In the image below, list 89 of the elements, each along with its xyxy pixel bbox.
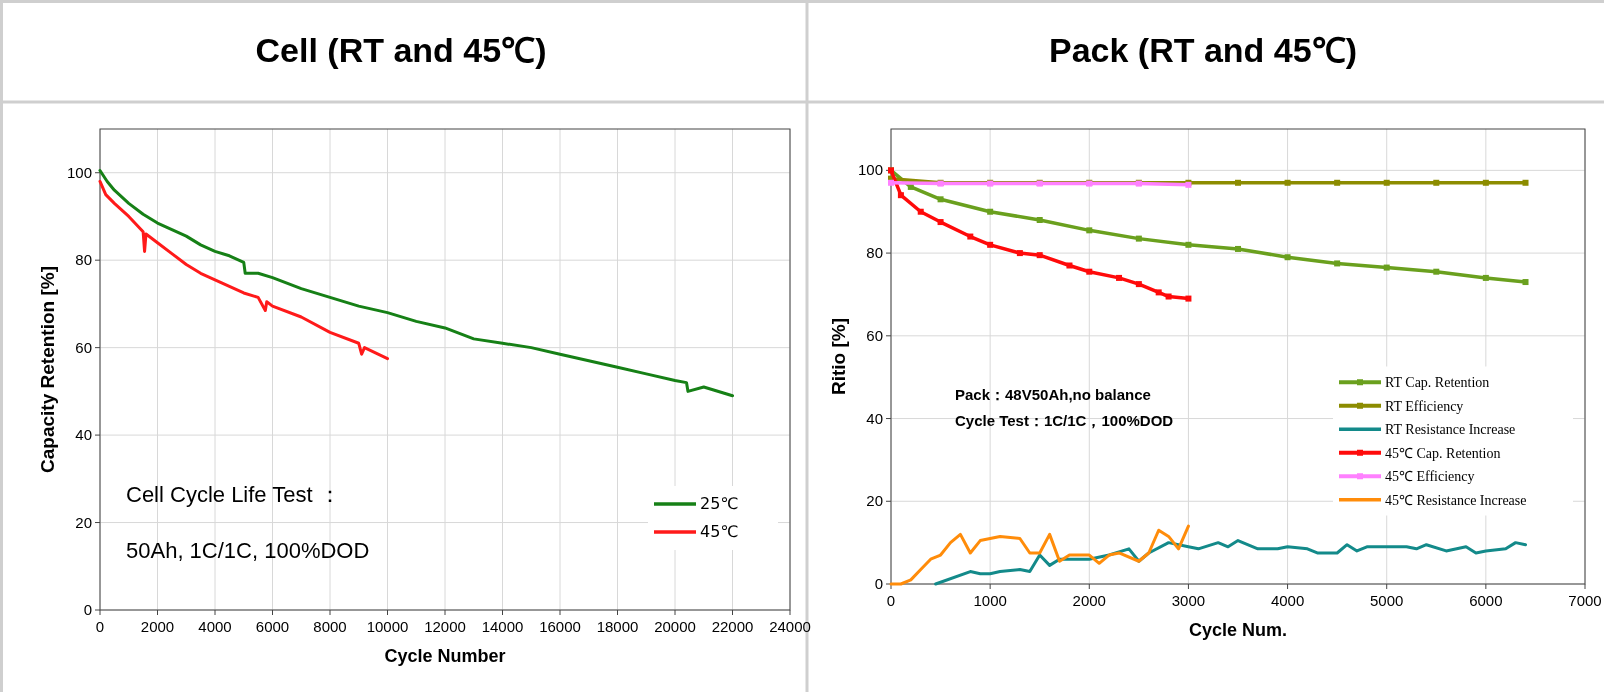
y-axis-title: Capacity Retention [%] [37,266,58,473]
x-tick-label: 6000 [1469,592,1503,609]
x-tick-label: 4000 [1270,592,1305,609]
line-series [934,539,1528,586]
line-series [98,179,389,361]
point [1116,274,1123,281]
point [1334,179,1341,186]
y-tick-label: 20 [75,513,92,531]
x-axis-title: Cycle Number [384,646,506,666]
x-tick-label: 2000 [140,618,175,635]
point [1036,217,1043,223]
point [1165,293,1172,300]
annotation: Pack：48V50Ah,no balance [955,386,1151,403]
point [1433,179,1440,186]
x-tick-label: 1000 [973,592,1007,609]
point [1185,295,1192,302]
point [1135,235,1142,242]
point [1135,281,1142,288]
x-tick-label: 0 [886,592,896,609]
point [1522,279,1529,286]
y-tick-label: 60 [75,338,92,356]
y-tick-label: 100 [857,161,883,179]
point [967,233,974,240]
x-tick-label: 0 [95,618,105,635]
y-tick-label: 40 [75,426,92,444]
point [1036,252,1043,259]
point [987,208,994,215]
point [1086,268,1093,275]
legend-label: 45℃ [700,522,739,541]
x-tick-label: 12000 [424,618,466,635]
point [1086,227,1093,234]
x-tick-label: 10000 [366,618,409,635]
point [888,179,894,186]
legend-label: 25℃ [700,494,739,513]
x-tick-label: 2000 [1072,592,1106,609]
x-tick-label: 8000 [313,618,347,635]
point [1284,179,1291,186]
point [1235,179,1241,186]
y-tick-label: 80 [866,244,883,262]
x-axis-title: Cycle Num. [1188,620,1288,640]
x-tick-label: 5000 [1370,592,1404,609]
point [1066,262,1073,269]
annotation: Cell Cycle Life Test ： [126,482,341,507]
point [1185,241,1192,248]
point [917,208,924,215]
point [1016,250,1023,257]
legend-label: RT Cap. Retention [1385,375,1490,391]
point [1155,289,1162,296]
x-tick-label: 6000 [255,618,290,635]
y-tick-label: 100 [66,163,92,181]
point [1383,179,1390,186]
point [1522,179,1529,186]
y-tick-label: 40 [866,409,883,427]
x-tick-label: 3000 [1171,592,1206,609]
x-tick-label: 16000 [539,618,581,635]
x-tick-label: 20000 [654,618,696,635]
chart-title: Pack (RT and 45℃) [1049,31,1357,69]
legend-label: 45℃ Cap. Retention [1385,445,1501,461]
point [1284,254,1291,261]
x-tick-label: 24000 [769,618,811,635]
point [1482,274,1489,281]
point [897,192,904,199]
point [1235,245,1241,252]
x-tick-label: 18000 [596,618,639,635]
annotation: 50Ah, 1C/1C, 100%DOD [126,538,370,563]
y-tick-label: 20 [866,492,883,510]
point [987,241,994,248]
line-series [98,169,734,398]
annotation: Cycle Test：1C/1C，100%DOD [955,412,1174,429]
y-tick-label: 60 [866,326,883,344]
legend-label: RT Efficiency [1385,398,1464,414]
x-tick-label: 22000 [711,618,754,635]
legend-label: RT Resistance Increase [1385,422,1516,438]
point [1383,264,1390,271]
legend-label: 45℃ Efficiency [1385,469,1475,485]
line-series [889,524,1190,586]
y-tick-label: 80 [75,251,92,269]
point [1433,268,1440,275]
y-tick-label: 0 [874,575,883,592]
x-tick-label: 4000 [198,618,232,635]
y-axis-title: Ritio [%] [828,317,849,396]
point [1482,179,1489,186]
point [1334,260,1341,267]
point [937,219,944,226]
legend-label: 45℃ Resistance Increase [1385,492,1527,508]
point [937,196,944,203]
x-tick-label: 14000 [481,618,524,635]
chart-title: Cell (RT and 45℃) [255,31,547,69]
x-tick-label: 7000 [1568,592,1602,609]
